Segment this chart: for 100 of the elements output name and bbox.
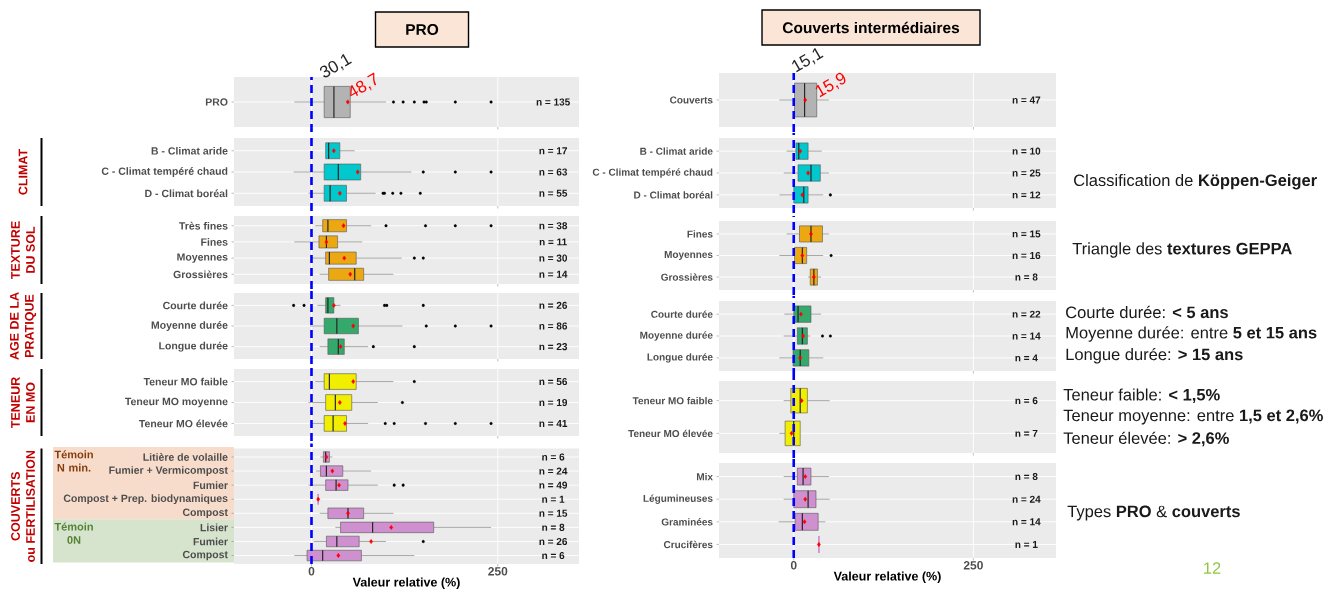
y-tick-label: C - Climat tempéré chaud	[592, 168, 713, 178]
text: n = 24	[539, 467, 568, 475]
text: n = 23	[539, 343, 568, 351]
y-axis-title: AGE DE LA PRATIQUE	[9, 292, 37, 360]
text: n = 14	[1012, 518, 1041, 526]
text: n = 19	[539, 398, 568, 407]
text: Teneur moyenne: entre 1,5 et 2,6%	[1063, 409, 1323, 425]
y-tick-label: Couverts	[670, 96, 713, 104]
y-tick-label: B - Climat aride	[151, 146, 228, 155]
text: n = 8	[1015, 473, 1038, 481]
text: n = 16	[1012, 251, 1041, 260]
text: Témoin 0N	[54, 522, 93, 544]
text: n = 30	[539, 254, 568, 262]
y-tick-label: Crucifères	[663, 540, 713, 549]
x-axis-title: Valeur relative (%)	[833, 571, 941, 584]
text: n = 8	[1015, 273, 1038, 281]
y-axis-title: COUVERTS ou FERTILISATION	[11, 450, 35, 562]
y-tick-label: D - Climat boréal	[634, 191, 713, 199]
y-tick-label: Très fines	[179, 221, 228, 230]
y-tick-label: Teneur MO faible	[143, 377, 228, 386]
y-tick-label: C - Climat tempéré chaud	[101, 167, 228, 177]
text: n = 14	[1012, 332, 1041, 340]
y-tick-label: Lisier	[200, 523, 228, 532]
text: n = 49	[539, 481, 568, 489]
annotation: 15,1	[792, 48, 824, 73]
annotation: 15,9	[815, 72, 846, 98]
y-tick-label: PRO	[205, 98, 228, 106]
text: n = 17	[539, 147, 568, 155]
text: n = 56	[539, 378, 568, 386]
y-tick-label: Compost + Prep. biodynamiques	[63, 494, 228, 505]
text: n = 86	[539, 322, 568, 330]
text: n = 11	[539, 238, 567, 246]
text: n = 63	[539, 168, 568, 176]
text: Longue durée: > 15 ans	[1066, 347, 1243, 364]
text: n = 10	[1012, 147, 1041, 155]
text: n = 135	[536, 98, 570, 106]
text: n = 26	[539, 537, 568, 546]
text: Teneur élevée: > 2,6%	[1063, 431, 1229, 447]
y-tick-label: Moyennes	[177, 253, 228, 263]
y-tick-label: Longue durée	[647, 353, 713, 363]
text: n = 41	[539, 420, 568, 427]
chart-title: Couverts intermédiaires	[782, 21, 960, 34]
y-tick-label: B - Climat aride	[640, 147, 713, 155]
text: n = 6	[542, 453, 565, 461]
x-axis-title: Valeur relative (%)	[352, 577, 460, 590]
text: n = 14	[539, 270, 568, 278]
text: Moyenne durée: entre 5 et 15 ans	[1066, 326, 1317, 342]
text: n = 8	[542, 523, 565, 531]
y-tick-label: Teneur MO faible	[632, 396, 713, 405]
y-tick-label: Teneur MO élevée	[628, 429, 713, 438]
y-axis-title: TEXTURE DU SOL	[11, 221, 35, 280]
y-axis-title: TENEUR EN MO	[11, 377, 35, 429]
y-tick-label: Fumier + Vermicompost	[109, 466, 228, 476]
x-tick-label: 250	[488, 567, 508, 576]
text: n = 12	[1012, 191, 1041, 199]
y-tick-label: Moyenne durée	[640, 331, 713, 341]
y-tick-label: Grossières	[173, 270, 228, 279]
text: n = 15	[1012, 230, 1041, 238]
text: Témoin N min.	[54, 450, 93, 472]
y-tick-label: D - Climat boréal	[145, 189, 228, 198]
text: Types PRO & couverts	[1067, 505, 1240, 521]
y-tick-label: Longue durée	[159, 341, 228, 352]
y-tick-label: Fumier	[193, 481, 228, 489]
text: n = 15	[539, 509, 568, 517]
x-tick-label: 0	[308, 567, 315, 576]
text: n = 25	[1012, 169, 1041, 177]
chart-title: PRO	[406, 24, 439, 35]
y-tick-label: Compost	[182, 508, 228, 519]
y-tick-label: Courte durée	[163, 301, 228, 310]
y-tick-label: Légumineuses	[643, 494, 713, 504]
y-tick-label: Teneur MO moyenne	[125, 397, 228, 408]
text: n = 6	[542, 552, 565, 560]
text: n = 26	[539, 301, 568, 309]
y-tick-label: Courte durée	[651, 310, 713, 318]
text: n = 47	[1012, 96, 1041, 104]
text: n = 7	[1015, 429, 1038, 437]
y-tick-label: Moyennes	[664, 251, 713, 260]
y-tick-label: Mix	[696, 472, 713, 481]
text: Triangle des textures GEPPA	[1072, 242, 1292, 258]
text: n = 38	[539, 222, 568, 230]
text: Courte durée: < 5 ans	[1066, 305, 1228, 319]
y-tick-label: Fumier	[193, 537, 228, 546]
text: n = 55	[539, 189, 568, 197]
text: Teneur faible: < 1,5%	[1063, 388, 1220, 403]
annotation: 48,7	[350, 72, 377, 97]
text: n = 1	[542, 495, 565, 503]
text: n = 22	[1012, 310, 1041, 318]
y-tick-label: Graminées	[661, 518, 713, 526]
y-tick-label: Moyenne durée	[151, 321, 228, 331]
y-axis-title: CLIMAT	[18, 149, 28, 195]
y-tick-label: Grossières	[661, 273, 713, 281]
x-tick-label: 250	[963, 561, 983, 570]
text: n = 6	[1015, 397, 1038, 405]
annotation: 30,1	[319, 54, 352, 78]
y-tick-label: Fines	[687, 230, 713, 238]
x-tick-label: 0	[790, 561, 797, 570]
text: n = 4	[1015, 354, 1038, 362]
text: Classification de Köppen-Geiger	[1074, 173, 1317, 190]
text: n = 1	[1015, 540, 1038, 548]
text: 12	[1204, 562, 1221, 574]
